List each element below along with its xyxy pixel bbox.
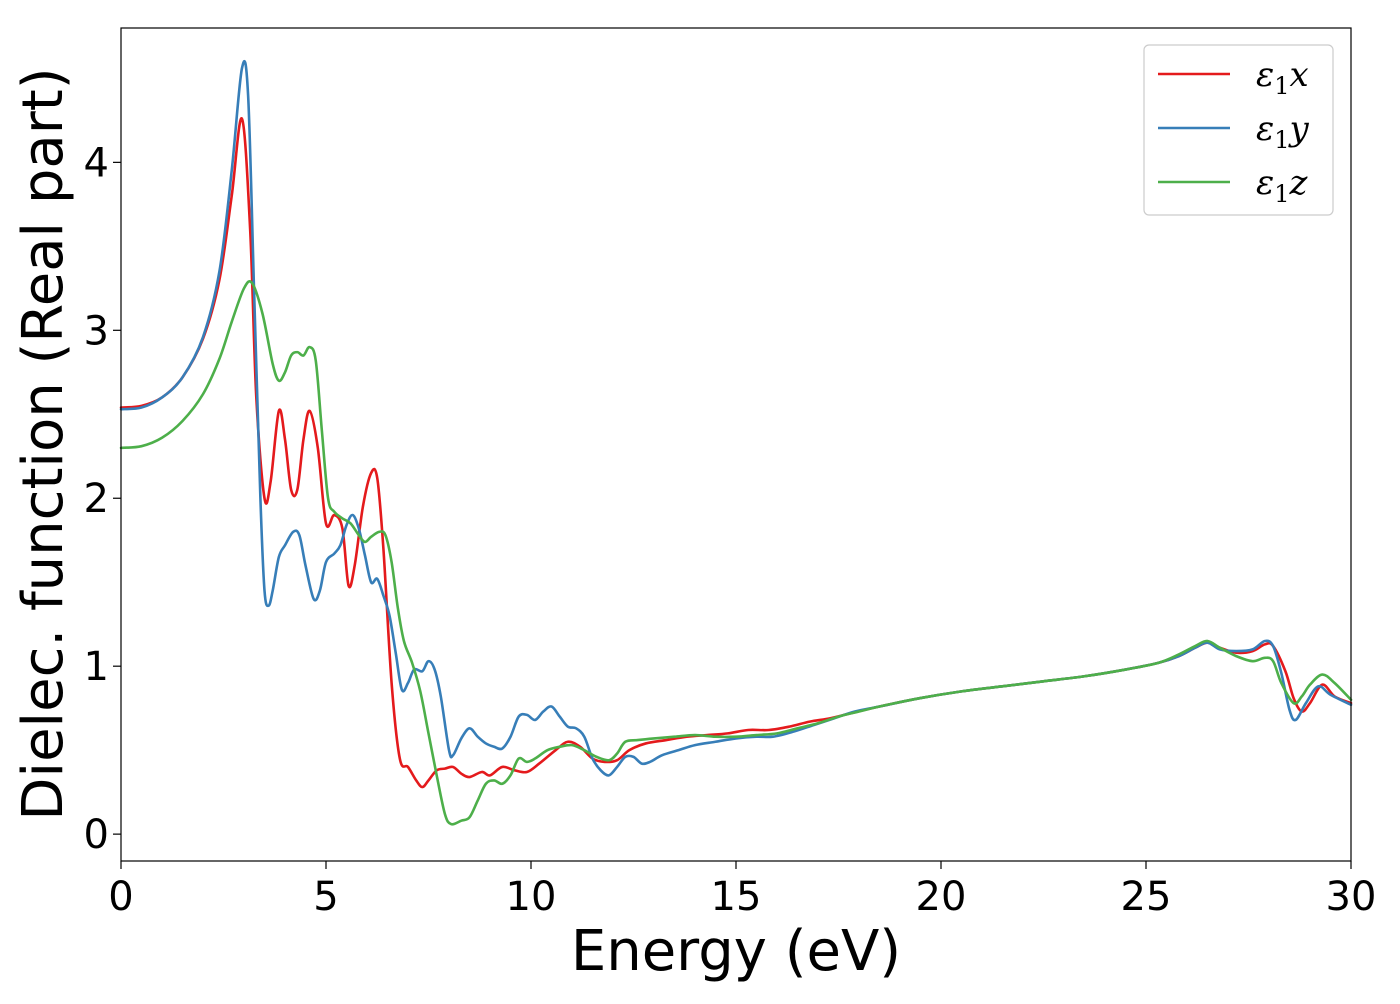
legend-label-subscript: 1 bbox=[1274, 72, 1289, 100]
x-tick-label: 25 bbox=[1121, 874, 1172, 920]
y-axis-ticks: 0 1 2 3 4 bbox=[84, 140, 121, 858]
legend-box bbox=[1143, 44, 1334, 216]
legend-label-symbol: ε bbox=[1256, 163, 1274, 203]
y-tick-label: 4 bbox=[84, 140, 109, 186]
y-tick-label: 1 bbox=[84, 644, 109, 690]
legend-label: ε1z bbox=[1256, 163, 1309, 208]
x-tick-label: 20 bbox=[916, 874, 967, 920]
legend-label-subscript: 1 bbox=[1274, 180, 1289, 208]
y-tick-label: 3 bbox=[84, 308, 109, 354]
legend-label-symbol: ε bbox=[1256, 55, 1274, 95]
x-tick-label: 0 bbox=[108, 874, 133, 920]
legend-label-subscript: 1 bbox=[1274, 126, 1289, 154]
legend-label-variable: z bbox=[1289, 163, 1309, 203]
y-tick-label: 2 bbox=[84, 476, 109, 522]
series-line-e1z bbox=[119, 280, 1353, 826]
legend-label: ε1y bbox=[1256, 109, 1310, 154]
legend-label-variable: y bbox=[1288, 109, 1310, 149]
series-layer bbox=[119, 59, 1353, 826]
y-axis-label: Dielec. function (Real part) bbox=[11, 67, 76, 820]
x-tick-label: 15 bbox=[711, 874, 762, 920]
x-axis-label: Energy (eV) bbox=[571, 919, 901, 984]
series-line-e1x bbox=[119, 117, 1353, 789]
x-tick-label: 10 bbox=[506, 874, 557, 920]
legend-label: ε1x bbox=[1256, 55, 1309, 100]
x-tick-label: 5 bbox=[313, 874, 338, 920]
y-tick-label: 0 bbox=[84, 812, 109, 858]
x-axis-ticks: 0 5 10 15 20 25 30 bbox=[108, 861, 1376, 920]
x-tick-label: 30 bbox=[1326, 874, 1377, 920]
legend-label-variable: x bbox=[1290, 55, 1309, 95]
legend-label-symbol: ε bbox=[1256, 109, 1274, 149]
